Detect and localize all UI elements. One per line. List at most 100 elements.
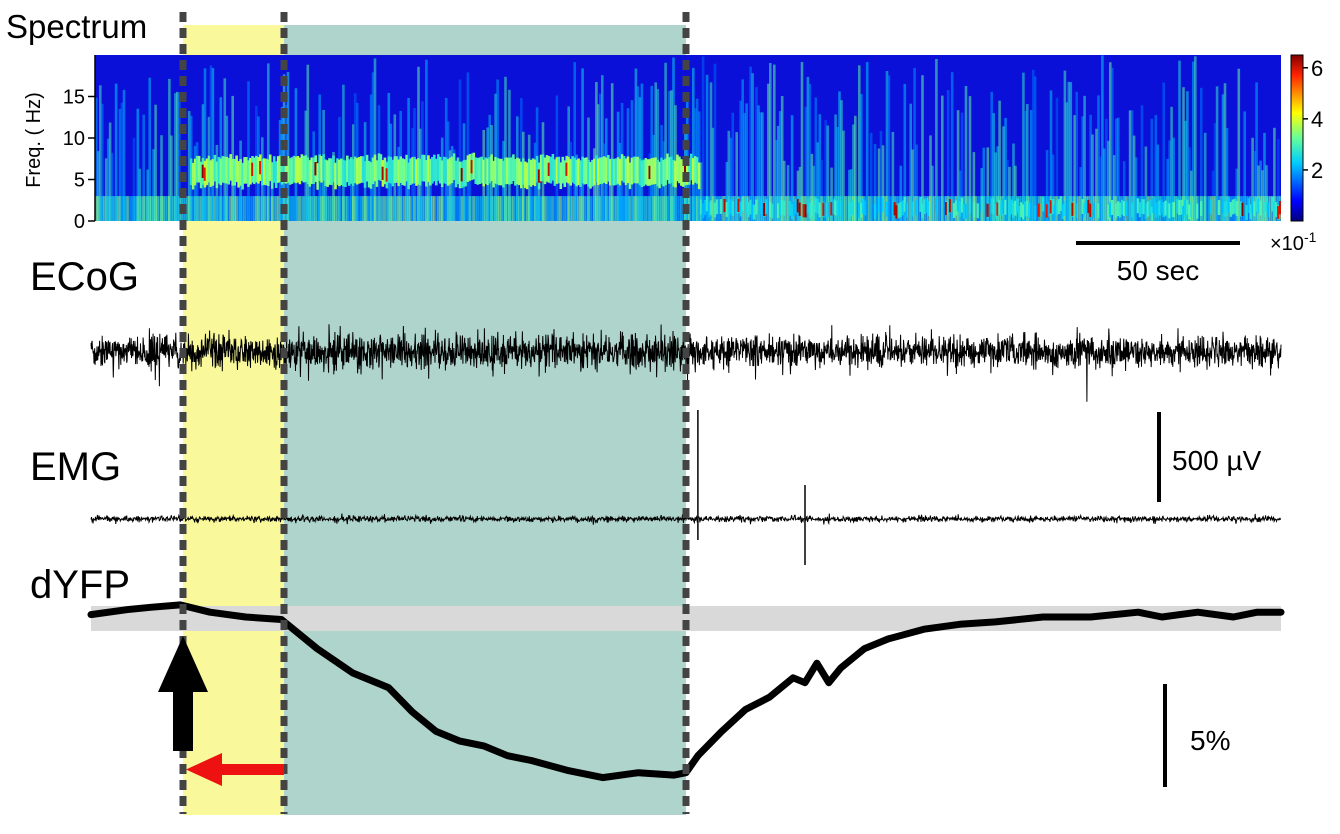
- spectrogram-low-band: [444, 196, 448, 221]
- spectrogram-band-cell: [312, 157, 315, 184]
- spectrogram-low-band: [174, 196, 177, 221]
- spectrogram-band-cell: [729, 199, 733, 215]
- spectrogram-low-band: [243, 196, 246, 221]
- spectrogram-band-cell: [286, 156, 290, 183]
- spectrogram-streak: [865, 62, 869, 221]
- spectrogram-band-cell: [618, 158, 622, 186]
- spectrogram-low-band: [553, 196, 557, 221]
- spectrogram-band-cell: [1018, 206, 1021, 221]
- spectrogram-band-cell: [946, 200, 950, 216]
- spectrogram-band-cell: [438, 156, 442, 184]
- spectrogram-streak: [980, 168, 984, 221]
- spectrogram-band-cell: [814, 197, 818, 213]
- spectrogram-streak: [725, 161, 729, 221]
- spectrogram-streak: [132, 137, 136, 221]
- spectrogram-streak: [373, 58, 377, 221]
- spectrogram-low-band: [274, 196, 278, 221]
- spectrogram-low-band: [597, 196, 600, 221]
- spectrogram-band-cell: [672, 160, 675, 187]
- spectrogram-low-band: [557, 196, 561, 221]
- spectrogram-streak: [786, 165, 790, 221]
- spectrogram-low-band: [286, 196, 290, 221]
- spectrogram-band-cell: [923, 199, 926, 215]
- spectrogram-streak: [1063, 70, 1067, 221]
- spectrogram-band-cell: [215, 161, 219, 189]
- spectrogram-low-band: [440, 196, 444, 221]
- spectrogram-band-cell: [551, 154, 555, 181]
- spectrogram-low-band: [152, 196, 155, 221]
- spectrogram-band-cell: [247, 160, 250, 187]
- spectrogram-streak: [836, 127, 839, 221]
- spectrogram-low-band: [1069, 196, 1073, 221]
- spectrogram-band-cell: [632, 156, 636, 184]
- spectrogram-streak: [1235, 168, 1239, 221]
- spectrogram-low-band: [381, 196, 385, 221]
- spectrogram-streak: [138, 168, 142, 221]
- spectrogram-band-cell: [998, 200, 1001, 215]
- spectrogram-low-band: [199, 196, 203, 221]
- spectrogram-band-cell: [389, 156, 393, 184]
- spectrogram-band-cell: [239, 159, 242, 186]
- spectrogram-band-cell: [334, 162, 337, 190]
- spectrogram-low-band: [290, 196, 294, 221]
- spectrogram-low-band: [1039, 196, 1043, 221]
- spectrogram-band-cell: [405, 154, 408, 182]
- spectrogram-low-band: [318, 196, 321, 221]
- spectrogram-band-cell: [320, 156, 323, 183]
- spectrogram-low-band: [213, 196, 217, 221]
- spectrogram-band-cell: [1227, 197, 1231, 213]
- spectrogram-band-cell: [367, 160, 371, 188]
- spectrogram-streak: [1186, 91, 1189, 221]
- spectrogram-band-cell: [324, 159, 327, 187]
- spectrogram-streak: [935, 59, 938, 221]
- spectrogram-low-band: [253, 196, 256, 221]
- spectrogram-streak: [1115, 118, 1118, 221]
- spectrogram-low-band: [939, 196, 942, 221]
- spectrogram-low-band: [328, 196, 331, 221]
- spectrogram-band-cell: [674, 160, 677, 188]
- spectrogram-streak: [640, 83, 644, 221]
- spectrogram-band-cell: [1150, 206, 1154, 221]
- spectrogram-low-band: [1113, 196, 1116, 221]
- spectrogram-band-cell: [375, 160, 379, 187]
- spectrogram-band-cell: [395, 156, 399, 183]
- spectrogram-band-cell: [265, 158, 268, 186]
- spectrogram-low-band: [379, 196, 383, 221]
- spectrogram-band-cell: [1267, 202, 1270, 218]
- spectrogram-low-band: [1035, 196, 1039, 221]
- spectrogram-band-cell: [355, 157, 359, 185]
- spectrogram-band-cell: [994, 203, 997, 219]
- spectrogram-low-band: [431, 196, 434, 221]
- spectrogram-low-band: [612, 196, 616, 221]
- panel-title-ecog: ECoG: [30, 255, 139, 299]
- spectrogram-low-band: [563, 196, 567, 221]
- spectrogram-low-band: [397, 196, 400, 221]
- spectrogram-low-band: [571, 196, 574, 221]
- spectrogram-band-cell: [371, 157, 375, 185]
- spectrogram-low-band: [697, 196, 701, 221]
- spectrogram-low-band: [565, 196, 568, 221]
- spectrogram-streak: [946, 90, 950, 221]
- spectrogram-low-band: [1192, 196, 1195, 221]
- spectrogram-low-band: [638, 196, 642, 221]
- spectrogram-streak: [911, 149, 914, 221]
- spectrogram-streak: [692, 67, 695, 221]
- spectrogram-streak: [913, 67, 916, 221]
- spectrogram-band-cell: [512, 154, 515, 181]
- spectrogram-streak: [581, 68, 584, 221]
- spectrogram-low-band: [711, 196, 715, 221]
- spectrogram: 0 5 10 15 Freq. ( Hz) 2 4 6 ×10-1: [23, 54, 1323, 255]
- spectrogram-band-cell: [472, 152, 476, 180]
- spectrogram-low-band: [1174, 196, 1177, 221]
- spectrogram-low-band: [1215, 196, 1219, 221]
- spectrogram-band-cell: [808, 203, 812, 218]
- spectrogram-band-cell: [523, 161, 527, 189]
- spectrogram-low-band: [820, 196, 823, 221]
- spectrogram-band-cell: [587, 159, 590, 187]
- spectrogram-low-band: [1198, 196, 1201, 221]
- spectrogram-band-cell: [834, 200, 837, 216]
- spectrogram-band-cell: [433, 154, 436, 182]
- spectrogram-streak: [931, 165, 934, 221]
- spectrogram-band-cell: [1188, 204, 1191, 220]
- spectrogram-streak: [780, 96, 784, 221]
